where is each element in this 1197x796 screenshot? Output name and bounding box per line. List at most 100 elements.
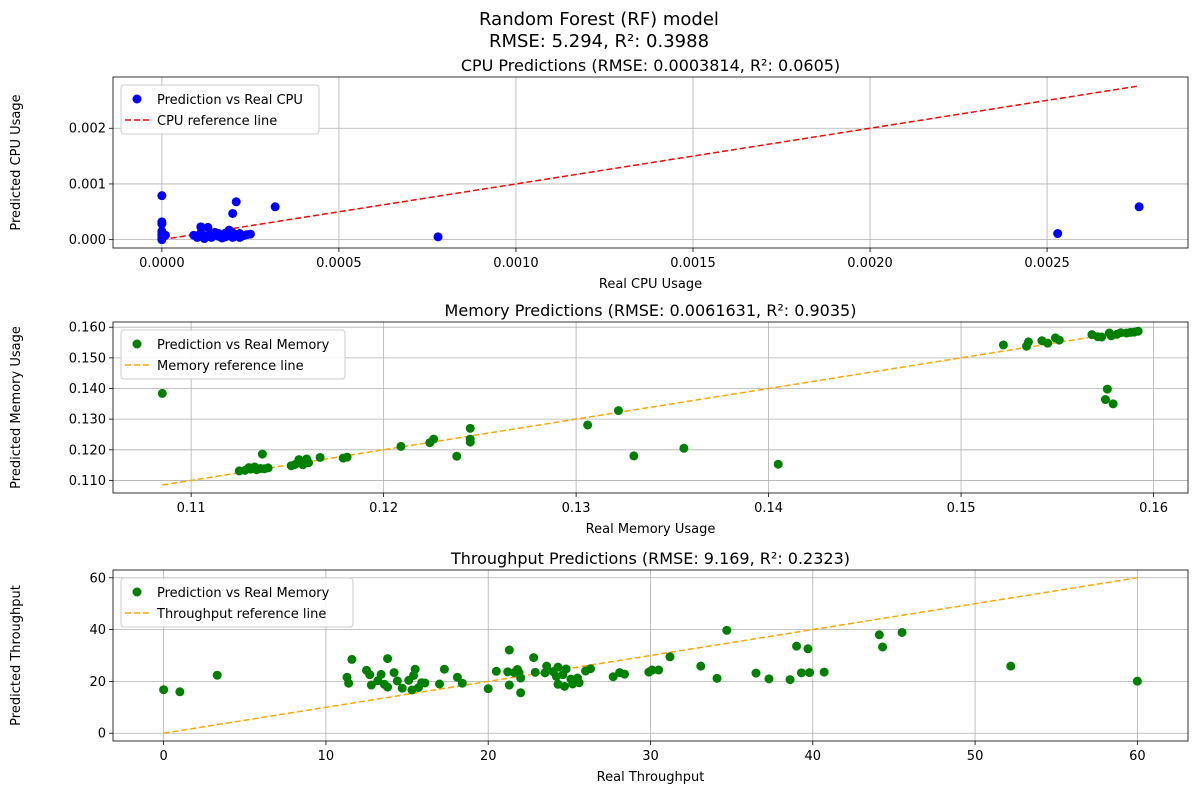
throughput-data-point	[504, 645, 514, 655]
throughput-x-tick-label: 20	[480, 749, 497, 764]
throughput-data-point	[347, 654, 357, 664]
throughput-data-point	[504, 680, 514, 690]
throughput-reference-line	[163, 577, 1138, 734]
throughput-data-point	[516, 688, 526, 698]
memory-x-tick-label: 0.15	[947, 501, 976, 516]
throughput-data-point	[803, 644, 813, 654]
throughput-data-point	[654, 665, 664, 675]
memory-data-point	[1097, 332, 1107, 342]
memory-y-tick-label: 0.140	[69, 382, 106, 397]
memory-data-point	[465, 437, 475, 447]
throughput-data-point	[561, 664, 571, 674]
cpu-legend-marker	[132, 94, 142, 104]
throughput-data-point	[410, 664, 420, 674]
throughput-legend-marker	[132, 587, 142, 597]
throughput-data-point	[722, 625, 732, 635]
cpu-reference-line	[161, 85, 1140, 241]
cpu-data-point	[203, 222, 213, 232]
memory-x-tick-label: 0.13	[562, 501, 591, 516]
throughput-x-tick-label: 60	[1129, 749, 1146, 764]
throughput-x-tick-label: 50	[967, 749, 984, 764]
throughput-data-point	[878, 642, 888, 652]
memory-data-point	[1043, 338, 1053, 348]
memory-data-point	[1054, 335, 1064, 345]
memory-data-point	[583, 420, 593, 430]
throughput-data-point	[608, 672, 618, 682]
throughput-data-point	[1132, 676, 1142, 686]
throughput-data-point	[751, 668, 761, 678]
memory-data-point	[304, 458, 314, 468]
cpu-data-point	[157, 191, 167, 201]
throughput-data-point	[1006, 661, 1016, 671]
throughput-data-point	[376, 669, 386, 679]
cpu-data-point	[160, 230, 170, 240]
throughput-y-tick-label: 20	[89, 675, 106, 690]
throughput-data-point	[457, 678, 467, 688]
memory-y-tick-label: 0.150	[69, 351, 106, 366]
throughput-data-point	[785, 675, 795, 685]
throughput-data-point	[383, 654, 393, 664]
memory-data-point	[465, 423, 475, 433]
cpu-chart-title: CPU Predictions (RMSE: 0.0003814, R²: 0.…	[461, 56, 840, 75]
memory-reference-line	[162, 328, 1139, 486]
cpu-x-tick-label: 0.0015	[670, 256, 716, 271]
cpu-y-axis-label: Predicted CPU Usage	[9, 94, 24, 230]
cpu-x-tick-label: 0.0005	[316, 256, 362, 271]
cpu-data-point	[245, 229, 255, 239]
memory-predictions-chart: Memory Predictions (RMSE: 0.0061631, R²:…	[9, 301, 1189, 537]
memory-data-point	[1133, 326, 1143, 336]
memory-data-point	[315, 452, 325, 462]
cpu-legend-line-label: CPU reference line	[157, 114, 277, 129]
throughput-data-point	[897, 627, 907, 637]
throughput-x-tick-label: 30	[642, 749, 659, 764]
throughput-data-point	[540, 668, 550, 678]
throughput-data-point	[383, 682, 393, 692]
throughput-data-point	[620, 669, 630, 679]
memory-chart-title: Memory Predictions (RMSE: 0.0061631, R²:…	[445, 301, 857, 320]
memory-data-point	[396, 441, 406, 451]
memory-data-point	[629, 451, 639, 461]
throughput-data-point	[483, 684, 493, 694]
throughput-data-point	[712, 673, 722, 683]
cpu-axes-frame	[112, 76, 1189, 249]
figure-title-line1: Random Forest (RF) model	[479, 9, 719, 30]
throughput-data-point	[175, 687, 185, 697]
memory-data-point	[998, 340, 1008, 350]
cpu-x-tick-label: 0.0020	[847, 256, 893, 271]
cpu-legend-box	[120, 84, 320, 135]
memory-legend-scatter-label: Prediction vs Real Memory	[157, 338, 330, 353]
throughput-data-point	[392, 676, 402, 686]
memory-data-point	[429, 434, 439, 444]
cpu-x-axis-label: Real CPU Usage	[599, 277, 702, 292]
throughput-data-point	[805, 668, 815, 678]
throughput-data-point	[439, 664, 449, 674]
throughput-legend-scatter-label: Prediction vs Real Memory	[157, 586, 330, 601]
throughput-data-point	[665, 652, 675, 662]
cpu-y-tick-label: 0.000	[69, 233, 106, 248]
memory-data-point	[1023, 337, 1033, 347]
throughput-y-axis-label: Predicted Throughput	[9, 585, 24, 726]
memory-x-tick-label: 0.11	[177, 501, 206, 516]
memory-y-tick-label: 0.110	[69, 474, 106, 489]
memory-data-point	[613, 406, 623, 416]
throughput-y-tick-label: 0	[98, 727, 106, 742]
throughput-data-point	[647, 665, 657, 675]
memory-y-tick-label: 0.160	[69, 321, 106, 336]
throughput-data-point	[585, 664, 595, 674]
cpu-legend-scatter-label: Prediction vs Real CPU	[157, 93, 303, 108]
memory-x-axis-label: Real Memory Usage	[586, 522, 716, 537]
throughput-data-point	[365, 670, 375, 680]
memory-y-tick-label: 0.130	[69, 413, 106, 428]
throughput-data-point	[696, 661, 706, 671]
throughput-data-point	[819, 667, 829, 677]
memory-x-tick-label: 0.14	[754, 501, 783, 516]
throughput-x-axis-label: Real Throughput	[597, 770, 705, 785]
memory-data-point	[773, 459, 783, 469]
cpu-data-point	[1134, 202, 1144, 212]
throughput-data-point	[764, 674, 774, 684]
cpu-x-tick-label: 0.0010	[493, 256, 539, 271]
throughput-data-point	[397, 683, 407, 693]
memory-data-point	[1108, 399, 1118, 409]
cpu-x-tick-label: 0.0000	[139, 256, 185, 271]
